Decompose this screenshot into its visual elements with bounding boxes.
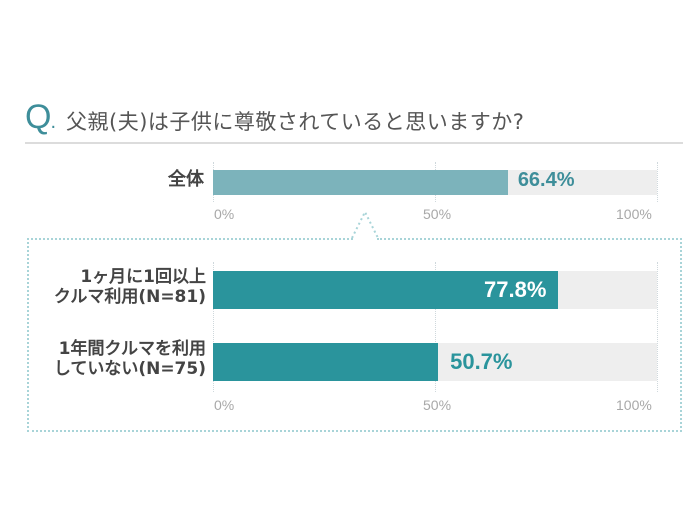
axis-tick-50: 50% <box>423 206 452 222</box>
segment-1-label-line1: 1ヶ月に1回以上 <box>80 267 206 287</box>
title-divider <box>25 142 683 144</box>
segment-axis-tick-0: 0% <box>214 397 235 413</box>
overall-value: 66.4% <box>517 169 575 191</box>
segment-group-box <box>27 238 682 432</box>
notch-caret-icon <box>351 209 379 239</box>
segment-gridline-0 <box>213 262 214 392</box>
box-top-border-left <box>27 238 353 240</box>
segment-2-label: 1年間クルマを利用 していない(N=75) <box>40 339 206 379</box>
segment-axis-tick-100: 100% <box>616 397 652 413</box>
segment-1-label-line2: クルマ利用(N=81) <box>53 286 206 307</box>
segment-gridline-50 <box>435 262 436 392</box>
segment-1-bar-track: 77.8% <box>213 271 657 309</box>
segment-2-bar-fill <box>213 343 439 381</box>
axis-tick-0: 0% <box>214 206 235 222</box>
segment-1-bar-fill: 77.8% <box>213 271 559 309</box>
segment-2-bar-track <box>213 343 657 381</box>
overall-label: 全体 <box>168 169 204 190</box>
gridline-100 <box>657 162 658 202</box>
overall-bar-fill <box>213 170 508 195</box>
question-mark-q: Q. <box>25 98 56 136</box>
axis-tick-100: 100% <box>616 206 652 222</box>
segment-2-label-line2: していない(N=75) <box>53 358 206 379</box>
question-title: 父親(夫)は子供に尊敬されていると思いますか? <box>66 110 525 134</box>
segment-axis-tick-50: 50% <box>423 397 452 413</box>
box-top-border-right <box>377 238 682 240</box>
segment-2-value: 50.7% <box>450 349 513 374</box>
segment-gridline-100 <box>657 262 658 392</box>
segment-2-label-line1: 1年間クルマを利用 <box>58 339 206 359</box>
segment-1-label: 1ヶ月に1回以上 クルマ利用(N=81) <box>40 267 206 307</box>
overall-bar-track <box>213 170 657 195</box>
segment-1-value: 77.8% <box>484 277 547 302</box>
